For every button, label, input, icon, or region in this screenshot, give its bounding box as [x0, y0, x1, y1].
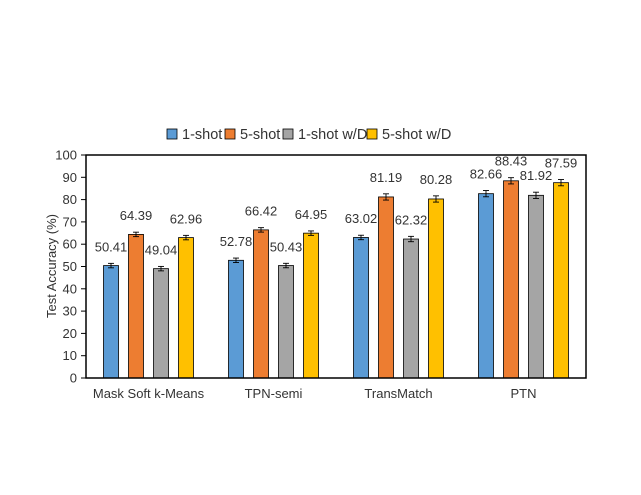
y-axis-ticks: 0 10 20 30 40 50 60 70 80 90 100: [55, 148, 86, 386]
legend-swatch: [224, 128, 236, 140]
bar: [103, 265, 119, 379]
error-bar: [483, 190, 489, 198]
data-label: 63.02: [345, 211, 378, 226]
data-label: 49.04: [145, 242, 178, 257]
bar: [478, 193, 494, 379]
error-bar: [508, 177, 514, 185]
legend-swatch: [166, 128, 178, 140]
bar: [253, 229, 269, 379]
y-tick-label: 80: [63, 192, 77, 207]
legend-swatch: [282, 128, 294, 140]
x-tick-label: PTN: [511, 386, 537, 401]
bar-series-group: 50.41 64.39 49.04 62.96 52.78 66.42 50.43 64.95…: [95, 154, 578, 379]
y-tick-label: 10: [63, 348, 77, 363]
plot-area-frame: [85, 154, 587, 379]
y-tick-label: 90: [63, 170, 77, 185]
y-tick-label: 0: [70, 371, 77, 386]
y-tick-label: 40: [63, 281, 77, 296]
legend-label: 5-shot: [240, 127, 280, 143]
error-bar: [308, 230, 314, 236]
data-label: 62.96: [170, 211, 203, 226]
y-axis-title: Test Accuracy (%): [44, 214, 59, 318]
error-bar: [408, 235, 414, 243]
bar: [503, 180, 519, 379]
bar: [428, 198, 444, 379]
data-label: 81.92: [520, 168, 553, 183]
y-tick-label: 30: [63, 304, 77, 319]
error-bar: [108, 262, 114, 269]
bar: [378, 196, 394, 379]
x-tick-label: Mask Soft k-Means: [93, 386, 205, 401]
error-bar: [533, 191, 539, 199]
chart-legend: 1-shot 5-shot 1-shot w/D 5-shot w/D: [166, 127, 451, 143]
error-bar: [433, 195, 439, 203]
error-bar: [383, 193, 389, 201]
bar: [178, 237, 194, 379]
x-tick-label: TransMatch: [364, 386, 432, 401]
error-bar: [133, 231, 139, 238]
data-label: 66.42: [245, 204, 278, 219]
error-bar: [558, 179, 564, 187]
error-bar: [233, 257, 239, 263]
data-label: 50.41: [95, 239, 128, 254]
error-bar: [358, 234, 364, 241]
y-tick-label: 100: [55, 148, 77, 163]
legend-swatch: [366, 128, 378, 140]
bar: [153, 268, 169, 379]
y-tick-label: 50: [63, 259, 77, 274]
data-label: 50.43: [270, 239, 303, 254]
data-label: 62.32: [395, 212, 428, 227]
y-tick-label: 60: [63, 237, 77, 252]
bar: [128, 234, 144, 379]
bar: [528, 194, 544, 379]
data-label: 80.28: [420, 172, 453, 187]
x-tick-label: TPN-semi: [245, 386, 303, 401]
legend-label: 1-shot: [182, 127, 222, 143]
bar: [303, 232, 319, 379]
error-bar: [258, 227, 264, 233]
data-label: 81.19: [370, 170, 403, 185]
legend-label: 5-shot w/D: [382, 127, 451, 143]
data-label: 52.78: [220, 234, 253, 249]
x-axis-ticks: Mask Soft k-Means TPN-semi TransMatch PTN: [93, 386, 537, 401]
data-label: 82.66: [470, 167, 503, 182]
error-bar: [158, 265, 164, 272]
bar: [403, 238, 419, 379]
bar: [278, 265, 294, 379]
data-label: 88.43: [495, 154, 528, 169]
legend-label: 1-shot w/D: [298, 127, 367, 143]
error-bar: [283, 262, 289, 269]
error-bar: [183, 234, 189, 241]
bar: [228, 259, 244, 379]
y-tick-label: 20: [63, 326, 77, 341]
data-label: 64.95: [295, 207, 328, 222]
data-label: 87.59: [545, 156, 578, 171]
bar: [353, 237, 369, 379]
data-label: 64.39: [120, 208, 153, 223]
y-tick-label: 70: [63, 214, 77, 229]
bar: [553, 182, 569, 379]
